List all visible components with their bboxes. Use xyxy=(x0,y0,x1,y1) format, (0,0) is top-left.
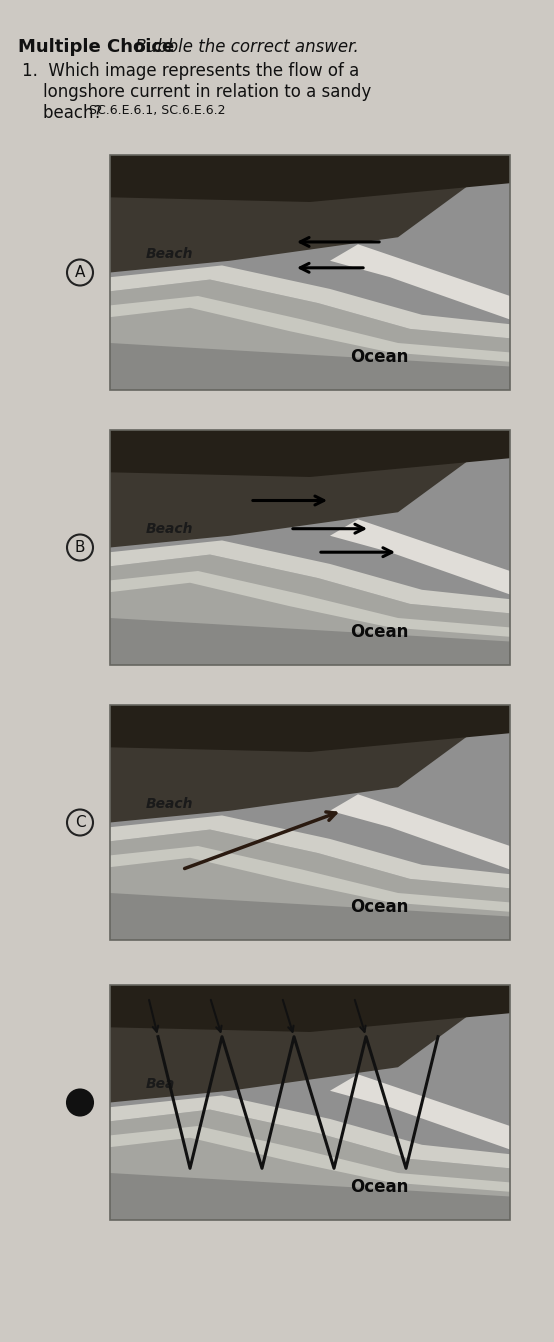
Polygon shape xyxy=(110,279,510,391)
Text: Bea: Bea xyxy=(146,1076,176,1091)
Text: Beach: Beach xyxy=(146,247,193,260)
Bar xyxy=(110,705,510,939)
Polygon shape xyxy=(110,570,510,637)
Polygon shape xyxy=(110,1126,510,1192)
Polygon shape xyxy=(110,266,510,338)
Polygon shape xyxy=(110,429,450,535)
Polygon shape xyxy=(110,429,510,476)
Polygon shape xyxy=(330,244,510,319)
Polygon shape xyxy=(110,429,510,548)
Bar xyxy=(110,705,510,939)
Polygon shape xyxy=(110,816,510,888)
Text: beach?: beach? xyxy=(22,103,102,122)
Text: B: B xyxy=(75,539,85,556)
Polygon shape xyxy=(110,344,510,391)
Polygon shape xyxy=(110,892,510,939)
Text: Beach: Beach xyxy=(146,797,193,811)
Text: longshore current in relation to a sandy: longshore current in relation to a sandy xyxy=(22,83,371,101)
Polygon shape xyxy=(330,1075,510,1150)
Bar xyxy=(110,154,510,391)
Polygon shape xyxy=(110,154,450,260)
Bar xyxy=(110,429,510,666)
Polygon shape xyxy=(110,829,510,939)
Circle shape xyxy=(67,1090,93,1115)
Text: SC.6.E.6.1, SC.6.E.6.2: SC.6.E.6.1, SC.6.E.6.2 xyxy=(85,103,225,117)
Bar xyxy=(110,985,510,1220)
Bar xyxy=(110,429,510,666)
Text: C: C xyxy=(75,815,85,829)
Bar xyxy=(110,154,510,391)
Polygon shape xyxy=(110,154,510,203)
Polygon shape xyxy=(330,794,510,870)
Polygon shape xyxy=(110,985,510,1032)
Polygon shape xyxy=(110,845,510,911)
Polygon shape xyxy=(110,705,450,811)
Polygon shape xyxy=(110,705,510,823)
Text: Bubble the correct answer.: Bubble the correct answer. xyxy=(130,38,359,56)
Text: 1.  Which image represents the flow of a: 1. Which image represents the flow of a xyxy=(22,62,359,81)
Polygon shape xyxy=(110,985,450,1091)
Polygon shape xyxy=(110,541,510,613)
Bar xyxy=(110,985,510,1220)
Text: Multiple Choice: Multiple Choice xyxy=(18,38,175,56)
Polygon shape xyxy=(110,297,510,362)
Polygon shape xyxy=(110,619,510,666)
Text: A: A xyxy=(75,264,85,280)
Polygon shape xyxy=(110,1110,510,1220)
Polygon shape xyxy=(110,1173,510,1220)
Text: Beach: Beach xyxy=(146,522,193,535)
Text: Ocean: Ocean xyxy=(350,898,408,917)
Polygon shape xyxy=(110,554,510,666)
Text: Ocean: Ocean xyxy=(350,348,408,366)
Text: Ocean: Ocean xyxy=(350,1178,408,1196)
Polygon shape xyxy=(110,985,510,1103)
Polygon shape xyxy=(110,154,510,272)
Polygon shape xyxy=(110,705,510,752)
Polygon shape xyxy=(330,519,510,595)
Text: Ocean: Ocean xyxy=(350,623,408,641)
Polygon shape xyxy=(110,1095,510,1169)
